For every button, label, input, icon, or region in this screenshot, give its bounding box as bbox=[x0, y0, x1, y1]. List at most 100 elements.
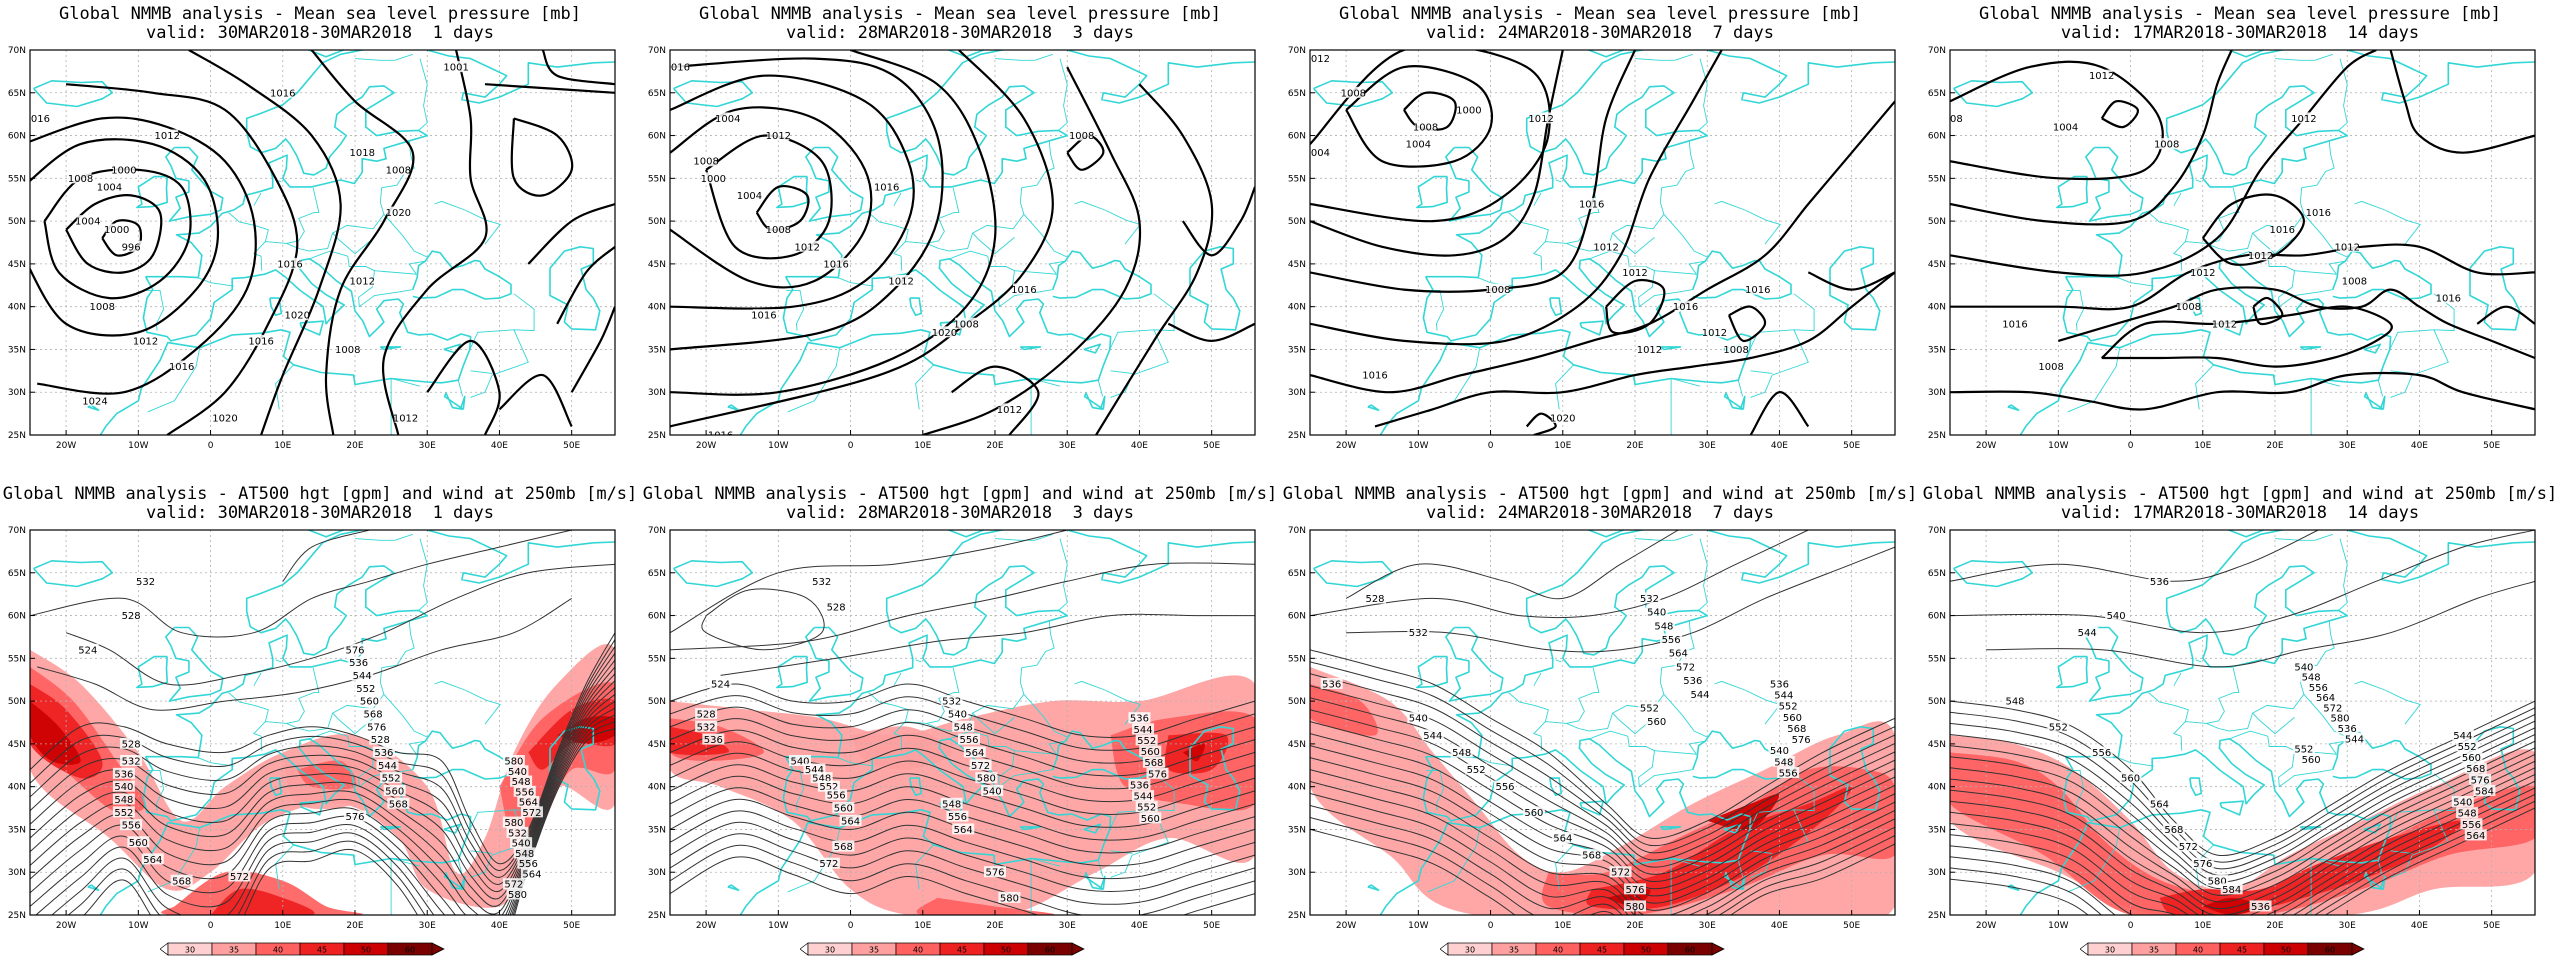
contour-label-bg bbox=[2336, 722, 2359, 734]
contour-label-bg bbox=[1768, 678, 1791, 689]
latitude-label: 45N bbox=[8, 740, 26, 750]
contour-label-bg bbox=[112, 793, 135, 805]
contour-label-bg bbox=[695, 720, 718, 732]
contour-label-bg bbox=[933, 326, 956, 338]
contour-label: 536 bbox=[2251, 902, 2270, 913]
contour-label-bg bbox=[506, 826, 529, 838]
contour-label: 560 bbox=[834, 804, 853, 815]
contour-label: 548 bbox=[2005, 697, 2024, 708]
contour-label-bg bbox=[1551, 832, 1574, 843]
contour-label: 1016 bbox=[277, 259, 302, 270]
contour-label: 1016 bbox=[2306, 208, 2331, 219]
contour-label: 1000 bbox=[701, 174, 726, 185]
contour-label: 564 bbox=[1553, 834, 1572, 845]
longitude-label: 10E bbox=[1554, 921, 1571, 931]
contour-label-bg bbox=[2162, 823, 2185, 835]
contour-label: 1012 bbox=[2089, 71, 2114, 82]
contour-label-bg bbox=[2321, 701, 2344, 713]
contour-label-bg bbox=[120, 819, 143, 831]
contour-label-bg bbox=[2206, 874, 2229, 886]
latitude-label: 60N bbox=[1288, 132, 1306, 142]
contour-label: 1000 bbox=[1456, 105, 1481, 116]
contour-label-bg bbox=[2220, 883, 2243, 895]
contour-label-bg bbox=[502, 878, 525, 890]
contour-label-bg bbox=[975, 772, 998, 784]
wind-speed-shading bbox=[1182, 743, 1205, 762]
contour-label-bg bbox=[670, 61, 689, 73]
contour-label: 564 bbox=[2466, 831, 2485, 842]
latitude-label: 30N bbox=[648, 868, 666, 878]
panel-title: Global NMMB analysis - AT500 hgt [gpm] a… bbox=[1282, 484, 1918, 504]
contour-lines bbox=[1950, 530, 2535, 915]
contour-label: 1018 bbox=[349, 148, 374, 159]
map-canvas: 1016101210081004100010041008101210161016… bbox=[648, 46, 1256, 451]
latitude-label: 25N bbox=[1928, 431, 1946, 441]
contour-label-bg bbox=[112, 806, 135, 818]
contour-label: 1016 bbox=[1745, 285, 1770, 296]
contour-label-bg bbox=[336, 343, 359, 355]
contour-label: 540 bbox=[2294, 662, 2313, 673]
contour-label: 576 bbox=[2471, 775, 2490, 786]
contour-label: 544 bbox=[2078, 628, 2097, 639]
contour-label: 1008 bbox=[1413, 123, 1438, 134]
contour-label: 568 bbox=[389, 799, 408, 810]
contour-label-bg bbox=[2307, 206, 2330, 218]
contour-label-bg bbox=[105, 223, 128, 235]
longitude-label: 20E bbox=[2266, 921, 2283, 931]
map-canvas: 5365405445485525565605645685725765805845… bbox=[1928, 526, 2536, 931]
wind-colorbar: 30 35 40 45 50 60 bbox=[160, 942, 445, 956]
contour-label-bg bbox=[510, 775, 533, 787]
contour-label-bg bbox=[952, 720, 975, 732]
contour-label: 1008 bbox=[386, 165, 411, 176]
contour-label: 564 bbox=[1669, 649, 1688, 660]
latitude-label: 50N bbox=[1928, 217, 1946, 227]
contour-label-bg bbox=[1645, 606, 1668, 618]
latitude-label: 50N bbox=[1928, 697, 1946, 707]
contour-label: 1008 bbox=[2342, 277, 2367, 288]
contour-label-bg bbox=[84, 394, 106, 406]
longitude-label: 50E bbox=[1843, 921, 1860, 931]
latitude-label: 35N bbox=[8, 345, 26, 355]
contour-label-bg bbox=[1132, 790, 1155, 802]
contour-label: 1016 bbox=[708, 431, 733, 442]
contour-label-bg bbox=[2336, 240, 2359, 252]
contour-label: 564 bbox=[954, 825, 973, 836]
contour-label: 1008 bbox=[1937, 114, 1962, 125]
contour-label: 556 bbox=[1662, 635, 1681, 646]
contour-label-bg bbox=[513, 785, 536, 797]
longitude-label: 50E bbox=[1203, 921, 1220, 931]
contour-label-bg bbox=[1674, 300, 1697, 312]
contour-label: 544 bbox=[1423, 731, 1442, 742]
longitude-label: 20E bbox=[1626, 921, 1643, 931]
contour-label: 560 bbox=[2462, 753, 2481, 764]
map-canvas: 1012 1008 1004 1008 1012 1016 1012 1008 1012 1016… bbox=[1928, 46, 2536, 451]
latitude-label: 65N bbox=[8, 569, 26, 579]
contour-label: 1016 bbox=[248, 336, 273, 347]
latitude-label: 50N bbox=[8, 217, 26, 227]
contour-label-bg bbox=[998, 891, 1021, 903]
longitude-label: 10E bbox=[274, 441, 291, 451]
contour-label: 540 bbox=[1409, 714, 1428, 725]
contour-label-bg bbox=[214, 411, 236, 423]
latitude-label: 70N bbox=[648, 526, 666, 536]
contour-label-bg bbox=[170, 874, 193, 886]
contour-label: 564 bbox=[965, 748, 984, 759]
contour-label: 548 bbox=[2302, 673, 2321, 684]
contour-label-bg bbox=[1012, 283, 1035, 295]
contour-label-bg bbox=[2456, 740, 2479, 752]
latitude-label: 45N bbox=[648, 260, 666, 270]
contour-label: 1012 bbox=[154, 131, 179, 142]
latitude-label: 25N bbox=[8, 911, 26, 921]
map-frame bbox=[29, 529, 616, 916]
contour-label-bg bbox=[2292, 743, 2315, 755]
longitude-label: 50E bbox=[1843, 441, 1860, 451]
contour-label: 1016 bbox=[1673, 302, 1698, 313]
contour-label-bg bbox=[2307, 681, 2330, 693]
graticule bbox=[1310, 530, 1895, 915]
contour-label-bg bbox=[1320, 678, 1343, 689]
contour-label-bg bbox=[2213, 317, 2236, 329]
map-canvas: 5285325365405445485525565605645685725765… bbox=[1288, 526, 1896, 931]
contour-label-bg bbox=[365, 720, 388, 732]
panel-title: Global NMMB analysis - Mean sea level pr… bbox=[1339, 4, 1861, 24]
contour-label: 1008 bbox=[1485, 285, 1510, 296]
